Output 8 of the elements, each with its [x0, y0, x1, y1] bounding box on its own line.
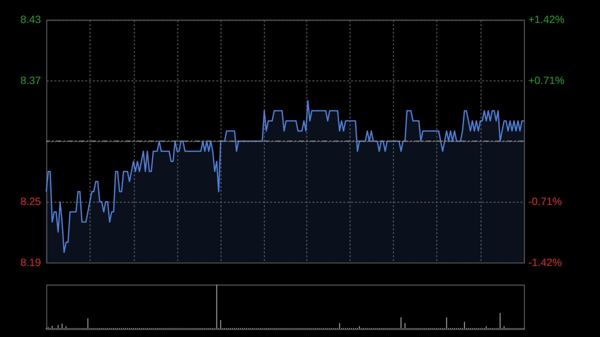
y2-tick-label: -1.42%	[528, 256, 562, 269]
y2-tick-label: +1.42%	[528, 14, 566, 26]
y-tick-label: 8.37	[20, 74, 42, 87]
y2-tick-label: +0.71%	[528, 74, 566, 87]
y-tick-label: 8.19	[20, 256, 42, 269]
y-tick-label: 8.25	[20, 196, 42, 208]
y-tick-label: 8.43	[20, 14, 42, 26]
y2-tick-label: -0.71%	[528, 196, 562, 208]
